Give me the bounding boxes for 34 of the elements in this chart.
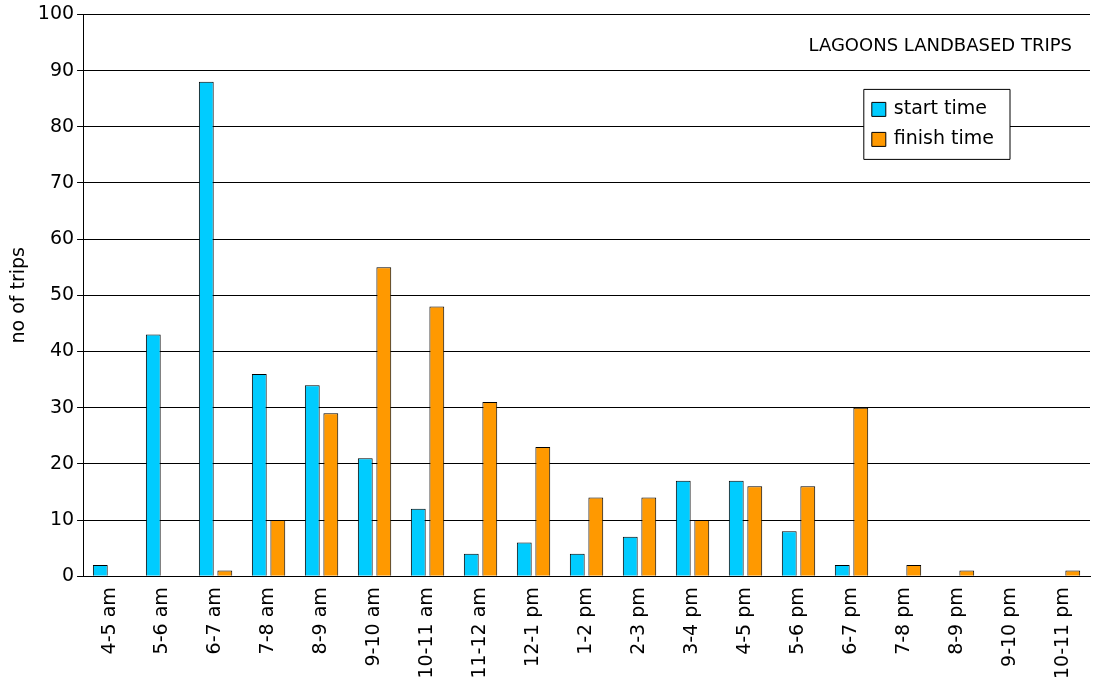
x-tick-label: 2-3 pm: [626, 587, 649, 655]
y-tick-label: 30: [49, 394, 75, 417]
x-tick-label: 10-11 am: [414, 587, 437, 679]
x-tick-label: 3-4 pm: [679, 587, 702, 655]
y-axis-title: no of trips: [6, 247, 29, 344]
y-tick-label: 80: [49, 113, 75, 136]
x-tick-label: 8-9 am: [308, 587, 331, 655]
y-tick-label: 20: [49, 450, 75, 473]
x-tick-label: 9-10 pm: [997, 587, 1020, 667]
x-tick-label: 6-7 am: [202, 587, 225, 655]
x-tick-label: 4-5 pm: [732, 587, 755, 655]
legend-label: finish time: [893, 126, 995, 149]
x-tick-label: 7-8 pm: [891, 587, 914, 655]
x-tick-label: 4-5 am: [96, 587, 119, 655]
y-tick-label: 70: [49, 169, 75, 192]
y-tick-label: 50: [49, 282, 75, 305]
x-tick-label: 12-1 pm: [520, 587, 543, 667]
x-tick-label: 9-10 am: [361, 587, 384, 667]
x-tick-label: 5-6 am: [149, 587, 172, 655]
y-tick-label: 40: [49, 338, 75, 361]
y-tick-label: 60: [49, 226, 75, 249]
x-tick-label: 11-12 am: [467, 587, 490, 679]
x-tick-label: 10-11 pm: [1050, 587, 1073, 680]
x-tick-label: 5-6 pm: [785, 587, 808, 655]
text: LAGOONS LANDBASED TRIPS: [808, 34, 1072, 56]
y-tick-label: 90: [49, 57, 75, 80]
x-tick-label: 6-7 pm: [838, 587, 861, 655]
y-tick-label: 100: [37, 1, 75, 24]
legend-label: start time: [893, 96, 988, 119]
y-tick-label: 10: [49, 506, 75, 529]
y-tick-label: 0: [61, 563, 75, 586]
x-tick-label: 7-8 am: [255, 587, 278, 655]
x-tick-label: 8-9 pm: [944, 587, 967, 655]
x-tick-label: 1-2 pm: [573, 587, 596, 655]
